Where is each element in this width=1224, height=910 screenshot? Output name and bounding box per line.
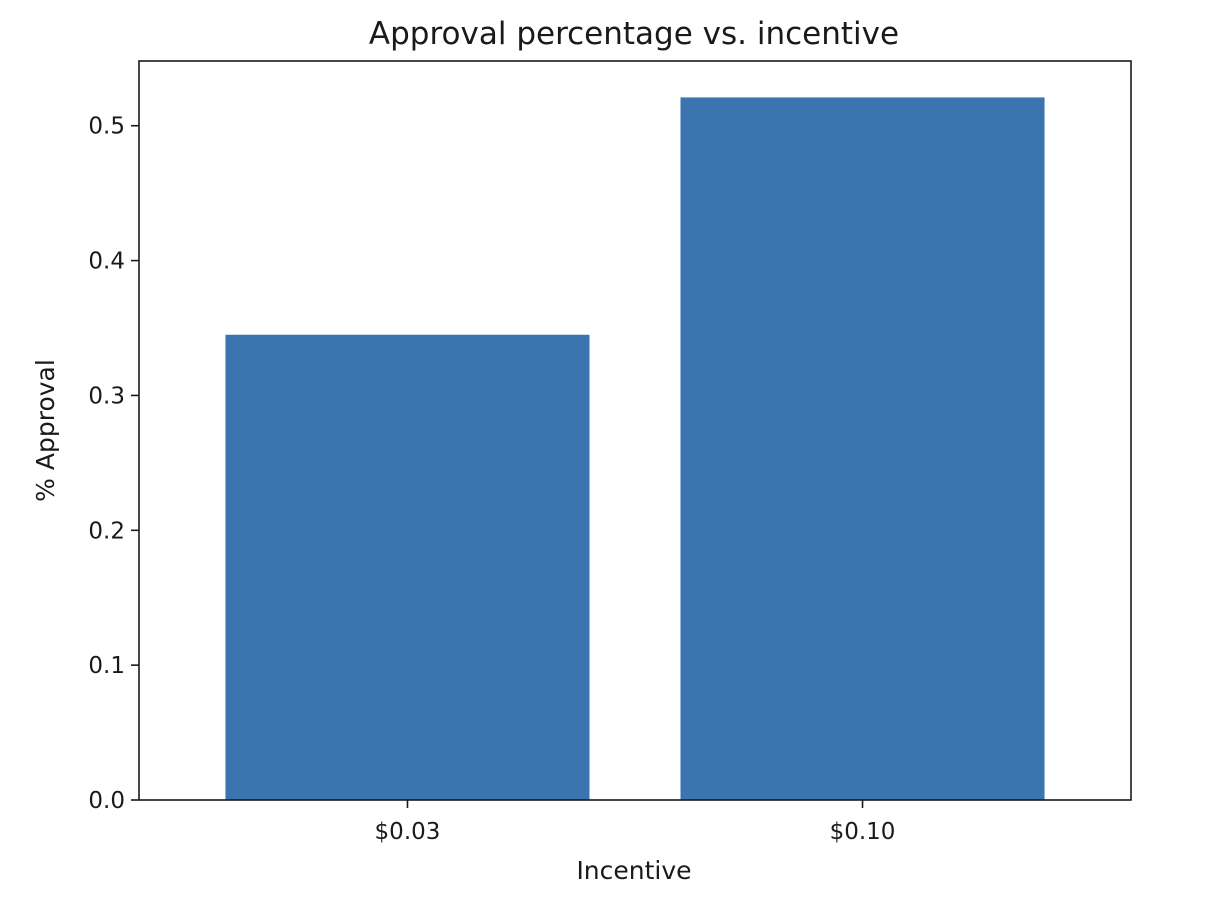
bars-layer — [225, 97, 1045, 800]
bar-1 — [680, 97, 1045, 800]
chart-title: Approval percentage vs. incentive — [369, 16, 899, 52]
bar-0 — [225, 334, 590, 800]
x-axis-ticks: $0.03 $0.10 — [375, 800, 896, 845]
y-axis-label: % Approval — [31, 359, 60, 502]
y-tick-label: 0.0 — [88, 788, 125, 814]
y-tick-label: 0.1 — [88, 653, 125, 679]
x-tick-label: $0.03 — [375, 819, 441, 845]
plot-frame — [138, 60, 1132, 801]
y-tick-label: 0.5 — [88, 114, 125, 140]
y-axis-ticks: 0.0 0.1 0.2 0.3 0.4 0.5 — [88, 114, 139, 814]
x-tick-label: $0.10 — [830, 819, 896, 845]
y-tick-label: 0.4 — [88, 249, 125, 275]
x-axis-label: Incentive — [576, 856, 691, 885]
y-tick-label: 0.2 — [88, 518, 125, 544]
y-tick-label: 0.3 — [88, 383, 125, 409]
